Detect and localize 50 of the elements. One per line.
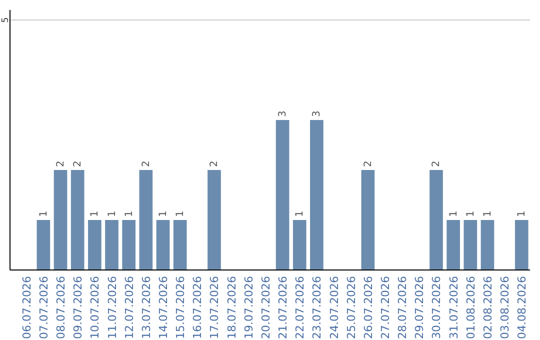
x-tick-label: 10.07.2026 (88, 276, 102, 339)
data-label: 3 (312, 110, 323, 117)
x-tick-label: 24.07.2026 (328, 276, 341, 339)
x-tick-label: 06.07.2026 (20, 276, 34, 339)
data-label: 1 (90, 210, 101, 217)
data-label: 1 (124, 210, 135, 217)
data-label: 1 (465, 210, 476, 217)
x-tick-label: 27.07.2026 (379, 276, 392, 339)
x-tick-label: 17.07.2026 (208, 276, 222, 339)
data-label: 1 (158, 210, 169, 217)
x-tick-label: 07.07.2026 (37, 276, 50, 339)
data-label: 1 (294, 210, 306, 217)
x-tick-label: 18.07.2026 (225, 276, 238, 339)
x-tick-label: 19.07.2026 (242, 276, 256, 339)
data-label: 1 (38, 210, 50, 217)
x-tick-label: 23.07.2026 (310, 276, 324, 339)
x-tick-label: 28.07.2026 (396, 276, 410, 339)
data-label: 1 (448, 210, 460, 217)
data-label: 2 (140, 160, 152, 167)
x-tick-label: 22.07.2026 (294, 276, 307, 339)
x-tick-label: 29.07.2026 (413, 276, 426, 339)
x-tick-label: 15.07.2026 (174, 276, 188, 339)
x-tick-label: 03.08.2026 (498, 276, 512, 339)
x-tick-label: 12.07.2026 (122, 276, 136, 339)
x-tick-label: 21.07.2026 (276, 276, 290, 339)
data-label: 2 (56, 160, 67, 167)
data-label: 3 (278, 110, 289, 117)
x-tick-label: 09.07.2026 (72, 276, 85, 339)
x-tick-label: 11.07.2026 (106, 276, 119, 339)
x-tick-label: 08.07.2026 (54, 276, 68, 339)
data-label: 2 (362, 160, 374, 167)
y-tick-label: 5 (1, 17, 11, 23)
x-tick-label: 20.07.2026 (259, 276, 272, 339)
x-tick-label: 25.07.2026 (344, 276, 358, 339)
data-label: 1 (106, 210, 118, 217)
x-tick-label: 16.07.2026 (191, 276, 204, 339)
data-label: 1 (175, 210, 186, 217)
x-tick-label: 14.07.2026 (156, 276, 170, 339)
x-tick-label: 31.07.2026 (447, 276, 460, 339)
x-tick-label: 02.08.2026 (481, 276, 494, 339)
x-tick-label: 13.07.2026 (140, 276, 153, 339)
data-label: 1 (482, 210, 494, 217)
data-label: 2 (72, 160, 84, 167)
x-tick-label: 04.08.2026 (516, 276, 529, 339)
data-label: 2 (209, 160, 220, 167)
x-tick-label: 01.08.2026 (464, 276, 478, 339)
x-tick-label: 30.07.2026 (430, 276, 444, 339)
data-label: 1 (516, 210, 528, 217)
data-label: 2 (431, 160, 442, 167)
x-tick-label: 26.07.2026 (362, 276, 375, 339)
